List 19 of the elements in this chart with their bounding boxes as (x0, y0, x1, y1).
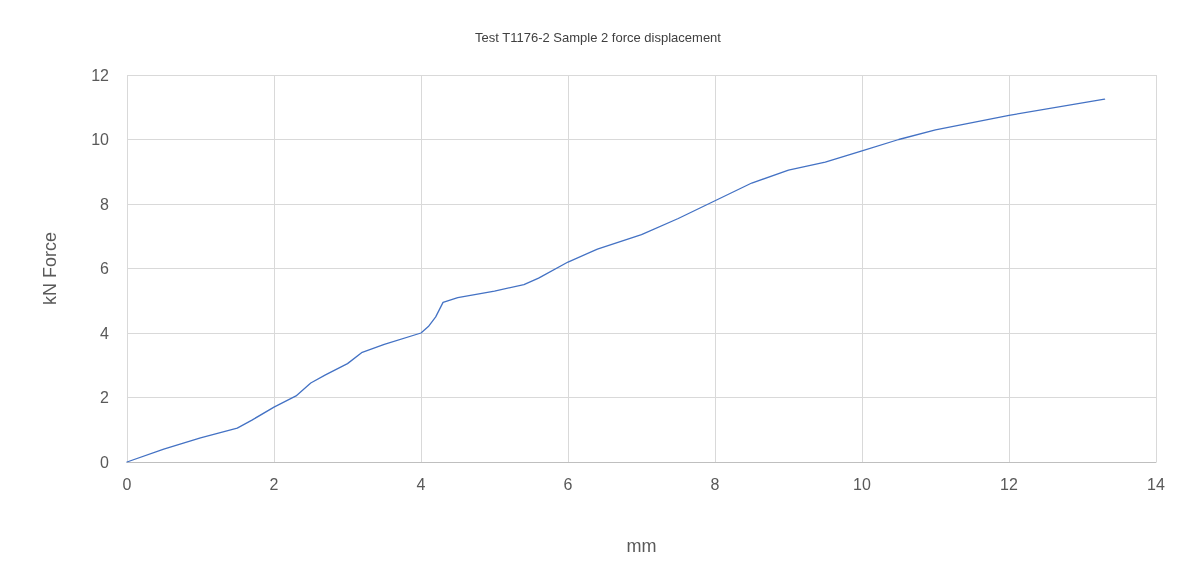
line-series (126, 98, 1106, 463)
y-tick-label: 0 (100, 453, 110, 471)
y-tick-label: 12 (91, 66, 110, 84)
y-tick-label: 6 (100, 260, 110, 277)
x-tick-label: 4 (416, 475, 426, 493)
y-tick-label: 2 (100, 389, 110, 406)
x-tick-label: 0 (122, 475, 132, 493)
y-tick-label: 8 (100, 195, 110, 213)
x-tick-label: 2 (269, 475, 279, 493)
x-tick-label: 14 (1147, 475, 1165, 493)
y-tick-label: 10 (91, 131, 110, 148)
x-tick-label: 8 (710, 475, 720, 493)
chart-title: Test T1176-2 Sample 2 force displacement (475, 30, 722, 45)
x-tick-label: 6 (563, 475, 573, 493)
x-axis-title: mm (626, 536, 657, 556)
x-tick-label: 12 (1000, 475, 1018, 493)
y-tick-label: 4 (100, 324, 110, 342)
x-tick-label: 10 (853, 475, 871, 493)
y-axis-title: kN Force (40, 231, 60, 306)
